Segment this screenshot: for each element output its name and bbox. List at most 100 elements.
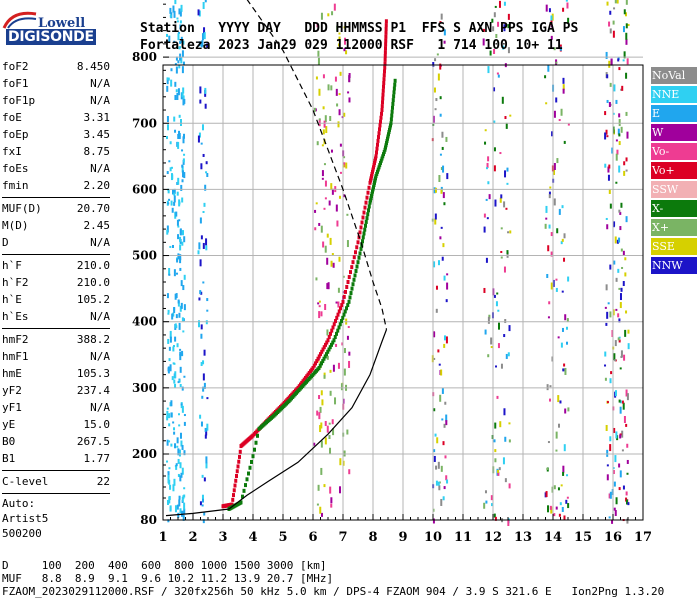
- noise-echo: [177, 458, 180, 464]
- noise-echo: [612, 20, 615, 25]
- noise-echo: [619, 367, 622, 370]
- noise-echo: [204, 434, 207, 439]
- noise-echo: [626, 131, 629, 139]
- noise-echo: [507, 13, 510, 20]
- noise-echo: [346, 240, 349, 248]
- x-tick-label: 9: [398, 530, 407, 545]
- noise-echo: [504, 436, 507, 442]
- noise-echo: [204, 87, 207, 94]
- noise-echo: [606, 311, 609, 319]
- noise-echo: [179, 11, 182, 17]
- noise-echo: [497, 343, 500, 349]
- param-separator: [2, 197, 110, 198]
- noise-echo: [605, 129, 608, 135]
- echo-point: [356, 260, 360, 265]
- echo-point: [388, 125, 392, 130]
- echo-point: [241, 494, 244, 499]
- echo-point: [374, 176, 377, 181]
- noise-echo: [615, 308, 618, 311]
- noise-echo: [547, 316, 550, 319]
- noise-echo: [500, 194, 503, 199]
- noise-echo: [482, 28, 485, 32]
- noise-echo: [609, 264, 612, 270]
- echo-point: [312, 363, 316, 368]
- noise-echo: [168, 423, 171, 427]
- noise-echo: [321, 177, 324, 180]
- echo-point: [236, 464, 240, 469]
- noise-echo: [183, 450, 186, 456]
- noise-echo: [507, 47, 510, 54]
- noise-echo: [197, 135, 200, 143]
- noise-echo: [173, 116, 176, 122]
- echo-point: [391, 105, 394, 110]
- echo-point: [316, 356, 320, 361]
- noise-echo: [558, 513, 561, 517]
- noise-echo: [324, 420, 327, 426]
- noise-echo: [181, 165, 184, 173]
- noise-echo: [206, 423, 209, 431]
- echo-point: [369, 198, 372, 203]
- noise-echo: [606, 401, 609, 404]
- echo-point: [384, 30, 388, 35]
- noise-echo: [169, 14, 172, 18]
- noise-echo: [552, 279, 555, 287]
- noise-echo: [170, 166, 173, 169]
- noise-echo: [322, 129, 325, 135]
- noise-echo: [179, 351, 182, 356]
- noise-echo: [435, 465, 438, 470]
- param-name: yF1: [2, 401, 22, 414]
- param-name: C-level: [2, 475, 49, 488]
- noise-echo: [173, 40, 176, 43]
- noise-echo: [626, 393, 629, 401]
- noise-echo: [325, 126, 328, 134]
- noise-echo: [437, 481, 440, 486]
- noise-echo: [166, 293, 169, 299]
- noise-echo: [169, 336, 172, 343]
- y-tick-label: 600: [132, 182, 157, 196]
- noise-echo: [327, 84, 330, 91]
- noise-echo: [551, 131, 554, 137]
- echo-point: [382, 73, 386, 78]
- noise-echo: [180, 36, 183, 43]
- noise-echo: [609, 82, 612, 87]
- noise-echo: [620, 287, 623, 292]
- echo-point: [341, 315, 345, 320]
- echo-point: [366, 212, 370, 217]
- noise-echo: [199, 290, 202, 295]
- param-value: 210.0: [76, 276, 110, 289]
- noise-echo: [166, 85, 169, 92]
- noise-echo: [183, 153, 186, 156]
- echo-point: [369, 196, 373, 201]
- noise-echo: [494, 422, 497, 429]
- noise-echo: [171, 313, 174, 320]
- echo-point: [389, 117, 393, 122]
- noise-echo: [562, 368, 565, 372]
- noise-echo: [612, 309, 615, 316]
- noise-echo: [174, 63, 177, 66]
- echo-point: [383, 69, 386, 74]
- noise-echo: [197, 320, 200, 328]
- param-value: 8.450: [76, 60, 110, 73]
- noise-echo: [170, 412, 173, 418]
- noise-echo: [607, 174, 610, 181]
- noise-echo: [180, 4, 183, 12]
- param-row: hmE 105.3: [2, 365, 110, 382]
- echo-point: [254, 440, 258, 445]
- echo-point: [358, 230, 362, 235]
- noise-echo: [555, 61, 558, 64]
- noise-echo: [334, 76, 337, 82]
- noise-echo: [326, 283, 329, 290]
- noise-echo: [614, 340, 617, 347]
- noise-echo: [493, 165, 496, 172]
- noise-echo: [168, 413, 171, 419]
- noise-echo: [550, 251, 553, 257]
- noise-echo: [612, 30, 615, 38]
- y-tick-label: 500: [132, 249, 157, 263]
- noise-echo: [549, 385, 552, 388]
- noise-echo: [172, 421, 175, 424]
- noise-echo: [627, 502, 630, 506]
- noise-echo: [550, 25, 553, 28]
- noise-echo: [563, 257, 566, 262]
- noise-echo: [176, 92, 179, 100]
- noise-echo: [348, 351, 351, 356]
